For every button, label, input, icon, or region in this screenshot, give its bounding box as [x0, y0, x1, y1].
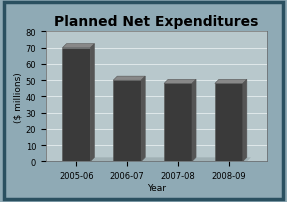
Polygon shape — [141, 77, 145, 162]
Polygon shape — [192, 80, 196, 162]
X-axis label: Year: Year — [147, 183, 166, 192]
Polygon shape — [164, 80, 196, 84]
Polygon shape — [215, 84, 243, 162]
Polygon shape — [63, 44, 94, 48]
Title: Planned Net Expenditures: Planned Net Expenditures — [54, 15, 259, 28]
Polygon shape — [90, 44, 94, 162]
Polygon shape — [215, 80, 247, 84]
Polygon shape — [113, 77, 145, 81]
Polygon shape — [63, 158, 251, 162]
Y-axis label: ($ millions): ($ millions) — [14, 72, 23, 122]
Polygon shape — [113, 81, 141, 162]
Polygon shape — [243, 80, 247, 162]
Polygon shape — [164, 84, 192, 162]
Polygon shape — [63, 48, 90, 162]
